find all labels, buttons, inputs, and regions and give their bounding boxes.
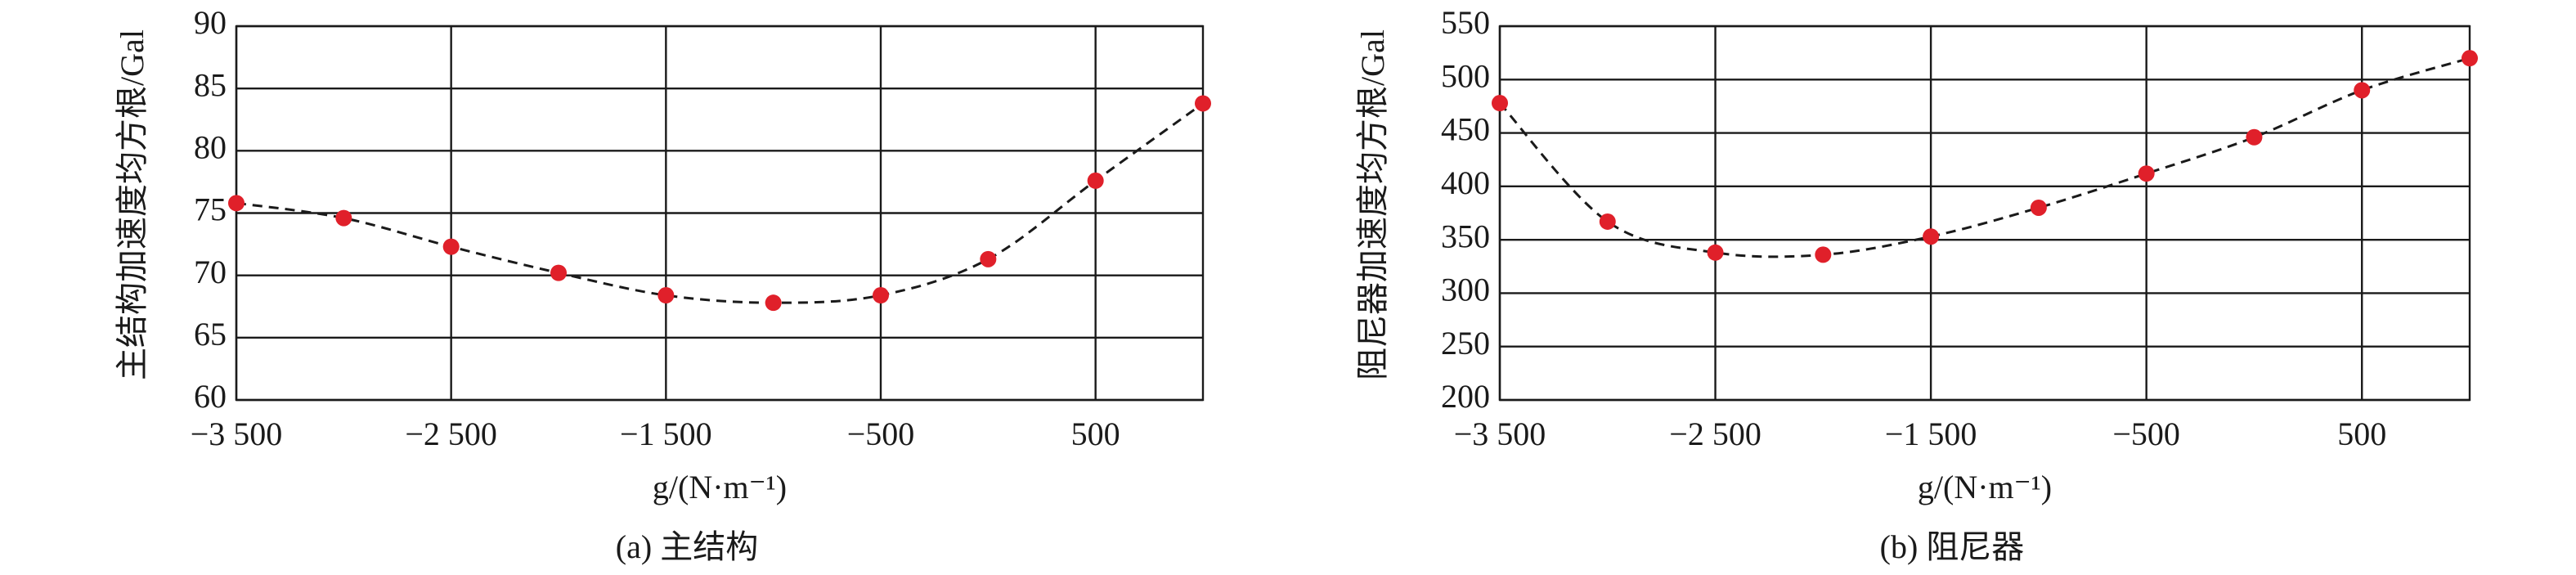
x-tick-label: −2 500 bbox=[405, 416, 497, 452]
data-point bbox=[2246, 128, 2263, 146]
y-tick-label: 90 bbox=[194, 4, 227, 41]
data-point bbox=[442, 238, 460, 255]
data-point bbox=[873, 287, 889, 304]
y-tick-label: 85 bbox=[194, 66, 227, 103]
x-tick-label: −3 500 bbox=[191, 416, 283, 452]
y-tick-label: 500 bbox=[1441, 57, 1490, 94]
data-point bbox=[765, 294, 782, 312]
data-point bbox=[228, 195, 245, 212]
data-point bbox=[1707, 244, 1724, 261]
y-tick-label: 550 bbox=[1441, 4, 1490, 41]
y-axis-label: 主结构加速度均方根/Gal bbox=[114, 29, 150, 380]
y-tick-label: 60 bbox=[194, 378, 227, 415]
y-tick-label: 200 bbox=[1441, 378, 1490, 415]
y-tick-label: 65 bbox=[194, 316, 227, 353]
x-tick-label: 500 bbox=[2337, 416, 2386, 452]
data-point bbox=[2354, 82, 2371, 99]
y-tick-label: 75 bbox=[194, 191, 227, 228]
x-tick-label: −3 500 bbox=[1454, 416, 1546, 452]
y-tick-label: 450 bbox=[1441, 111, 1490, 148]
y-tick-label: 70 bbox=[194, 254, 227, 290]
y-tick-label: 350 bbox=[1441, 218, 1490, 254]
y-tick-label: 250 bbox=[1441, 325, 1490, 362]
data-point bbox=[1599, 213, 1616, 230]
chart: 200 250 300 350 400 450 500 550 −3 500 −2 500 −1 5… bbox=[1354, 4, 2478, 565]
x-axis-label: g/(N·m⁻¹) bbox=[1918, 469, 2052, 505]
y-tick-label: 80 bbox=[194, 129, 227, 166]
data-point bbox=[335, 209, 352, 227]
data-point bbox=[657, 287, 675, 304]
trend-curve bbox=[1498, 56, 2471, 258]
data-point bbox=[1087, 172, 1104, 189]
data-point bbox=[550, 264, 567, 281]
caption: (a) 主结构 bbox=[616, 528, 758, 565]
data-point bbox=[2462, 50, 2478, 67]
y-axis-label: 阻尼器加速度均方根/Gal bbox=[1354, 29, 1391, 380]
caption: (b) 阻尼器 bbox=[1880, 528, 2025, 565]
data-point bbox=[1492, 95, 1508, 112]
data-point bbox=[1923, 228, 1940, 245]
data-point bbox=[1195, 95, 1211, 112]
plot-frame bbox=[235, 25, 1205, 402]
x-tick-label: −500 bbox=[2112, 416, 2180, 452]
trend-curve bbox=[236, 102, 1204, 304]
x-axis-label: g/(N·m⁻¹) bbox=[653, 469, 787, 505]
x-tick-label: −2 500 bbox=[1669, 416, 1761, 452]
data-point bbox=[2030, 199, 2047, 216]
y-tick-label: 400 bbox=[1441, 164, 1490, 201]
x-tick-label: −500 bbox=[847, 416, 915, 452]
y-tick-label: 300 bbox=[1441, 272, 1490, 308]
x-tick-label: −1 500 bbox=[1885, 416, 1977, 452]
x-tick-label: −1 500 bbox=[620, 416, 712, 452]
plot-frame bbox=[1498, 25, 2471, 402]
x-tick-label: 500 bbox=[1071, 416, 1120, 452]
data-point bbox=[1815, 246, 1832, 263]
data-point bbox=[2138, 165, 2155, 182]
chart: 60 65 70 75 80 85 90 −3 500 −2 500 −1 500 −500 500 g… bbox=[114, 4, 1211, 565]
data-point bbox=[980, 250, 997, 267]
